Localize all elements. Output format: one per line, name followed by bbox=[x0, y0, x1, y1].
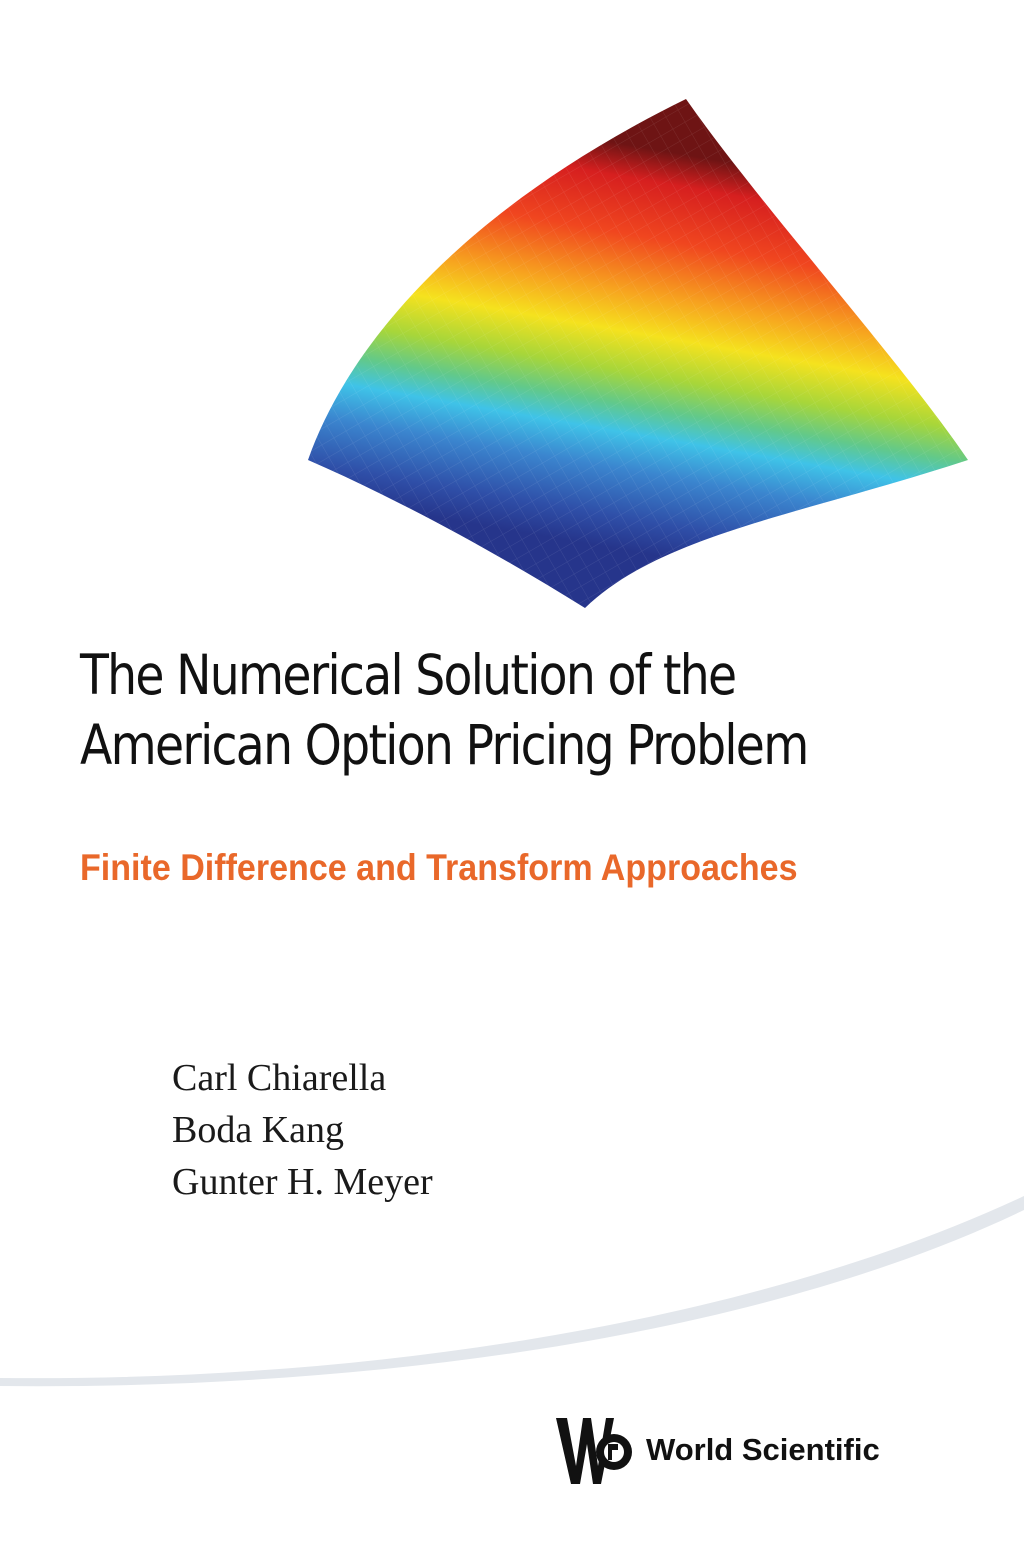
author-name: Boda Kang bbox=[172, 1109, 345, 1151]
publisher-block: World Scientific bbox=[554, 1414, 880, 1486]
title-line-2: American Option Pricing Problem bbox=[80, 713, 809, 777]
world-scientific-logo-icon bbox=[556, 1418, 632, 1484]
swoosh-icon bbox=[0, 1196, 1024, 1387]
author-list: Carl Chiarella Boda Kang Gunter H. Meyer bbox=[172, 1052, 433, 1208]
book-subtitle: Finite Difference and Transform Approach… bbox=[80, 847, 798, 888]
publisher-name: World Scientific bbox=[646, 1432, 880, 1467]
title-line-1: The Numerical Solution of the bbox=[80, 643, 737, 707]
author-name: Carl Chiarella bbox=[172, 1057, 387, 1099]
book-title: The Numerical Solution of the American O… bbox=[80, 640, 871, 780]
author-name: Gunter H. Meyer bbox=[172, 1161, 433, 1203]
surface-plot-icon bbox=[308, 99, 968, 608]
